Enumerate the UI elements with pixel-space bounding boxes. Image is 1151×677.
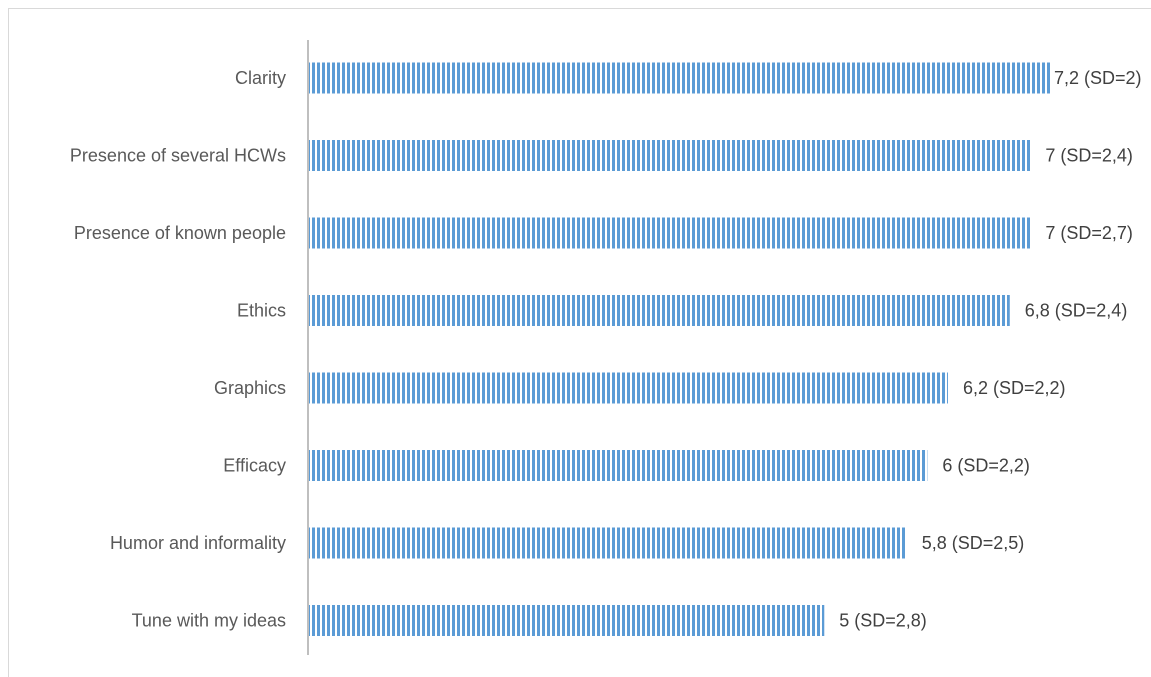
data-label: 7,2 (SD=2) xyxy=(1054,68,1142,88)
bar-tune-with-my-ideas xyxy=(309,605,825,636)
chart-area xyxy=(8,8,1151,677)
category-label: Efficacy xyxy=(223,456,286,476)
data-label: 5,8 (SD=2,5) xyxy=(922,533,1025,553)
category-label: Graphics xyxy=(214,378,286,398)
data-label: 7 (SD=2,7) xyxy=(1045,223,1133,243)
data-label: 6,8 (SD=2,4) xyxy=(1025,301,1128,321)
category-label: Tune with my ideas xyxy=(132,611,286,631)
category-label: Clarity xyxy=(235,68,286,88)
bar-graphics xyxy=(309,372,948,404)
category-label: Humor and informality xyxy=(110,533,286,553)
data-label: 6,2 (SD=2,2) xyxy=(963,378,1066,398)
bar-clarity xyxy=(309,62,1051,94)
data-label: 5 (SD=2,8) xyxy=(839,611,927,631)
data-label: 7 (SD=2,4) xyxy=(1045,146,1133,166)
bar-ethics xyxy=(309,295,1010,326)
bar-presence-of-several-hcws xyxy=(309,140,1031,171)
category-label: Presence of known people xyxy=(74,223,286,243)
data-label: 6 (SD=2,2) xyxy=(942,456,1030,476)
bar-humor-and-informality xyxy=(309,527,907,559)
bar-efficacy xyxy=(309,450,928,481)
category-label: Presence of several HCWs xyxy=(70,146,286,166)
category-label: Ethics xyxy=(237,301,286,321)
bar-presence-of-known-people xyxy=(309,217,1031,249)
